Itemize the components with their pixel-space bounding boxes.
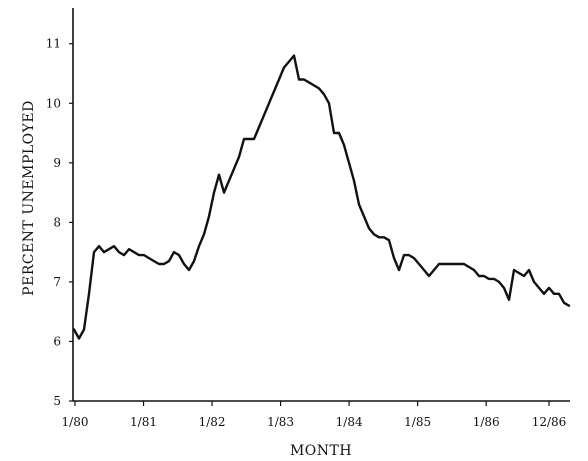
y-tick-label: 11	[46, 37, 61, 51]
x-tick-label: 1/81	[130, 415, 157, 429]
y-tick-label: 7	[53, 275, 61, 289]
y-tick-label: 6	[53, 334, 61, 348]
y-axis-title: PERCENT UNEMPLOYED	[21, 100, 37, 296]
x-tick-label: 1/85	[404, 415, 431, 429]
axes	[72, 8, 570, 402]
unemployment-series-line	[72, 54, 571, 340]
y-tick-label: 10	[46, 96, 61, 110]
x-tick-label: 1/84	[336, 415, 363, 429]
x-tick-label: 12/86	[532, 415, 567, 429]
y-tick-label: 9	[53, 156, 61, 170]
x-tick-label: 1/82	[199, 415, 226, 429]
y-ticks: 5 6 7 8 9 10 11	[46, 37, 73, 408]
x-tick-label: 1/80	[62, 415, 89, 429]
x-tick-label: 1/83	[267, 415, 294, 429]
x-ticks: 1/80 1/81 1/82 1/83 1/84 1/85 1/86 12/86	[62, 401, 567, 429]
x-axis-title: MONTH	[290, 443, 352, 459]
y-tick-label: 8	[53, 215, 61, 229]
y-tick-label: 5	[53, 394, 61, 408]
x-tick-label: 1/86	[473, 415, 500, 429]
